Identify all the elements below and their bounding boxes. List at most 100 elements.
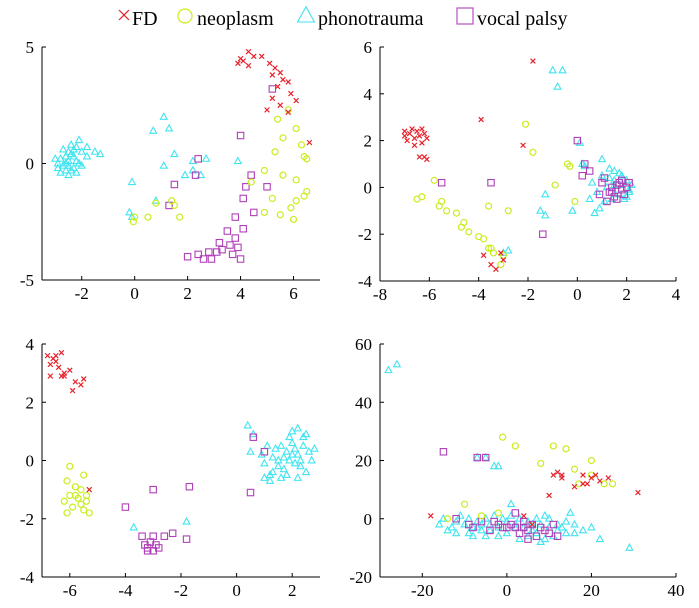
point-fd (559, 472, 565, 478)
point-phonotrauma (307, 455, 316, 464)
point-fd (245, 62, 252, 69)
series-fd (427, 469, 641, 528)
point-neoplasm (260, 166, 268, 175)
point-phonotrauma (72, 168, 81, 176)
point-phonotrauma (468, 531, 478, 540)
series-neoplasm (444, 433, 617, 523)
point-phonotrauma (77, 147, 87, 155)
legend-item-neoplasm: neoplasm (177, 8, 274, 30)
point-phonotrauma (587, 177, 597, 186)
point-neoplasm (475, 232, 483, 241)
point-fd (86, 486, 93, 493)
point-vocal-palsy (263, 183, 271, 191)
x-tick-label: 2 (183, 284, 192, 303)
point-vocal-palsy (239, 194, 247, 203)
point-phonotrauma (66, 149, 76, 158)
point-vocal-palsy (608, 188, 616, 196)
x-tick-label: -6 (63, 581, 77, 600)
x-tick-label: 0 (503, 581, 512, 600)
point-vocal-palsy (168, 529, 177, 538)
point-phonotrauma (384, 365, 393, 374)
point-vocal-palsy (439, 448, 448, 456)
point-neoplasm (170, 201, 178, 210)
point-fd (424, 156, 430, 163)
x-tick-label: -4 (118, 581, 133, 600)
point-phonotrauma (595, 203, 604, 212)
point-neoplasm (176, 213, 184, 221)
point-phonotrauma (614, 168, 624, 177)
point-vocal-palsy (212, 248, 221, 256)
point-phonotrauma (595, 534, 605, 543)
legend-item-fd: FD (118, 8, 158, 30)
point-phonotrauma (296, 461, 305, 470)
point-vocal-palsy (603, 197, 611, 206)
point-phonotrauma (392, 359, 402, 368)
point-vocal-palsy (215, 238, 224, 247)
legend-marker-shape-phonotrauma (296, 5, 316, 23)
point-vocal-palsy (239, 224, 247, 233)
y-tick-label: 2 (364, 132, 373, 151)
point-phonotrauma (69, 151, 79, 160)
point-neoplasm (413, 195, 421, 203)
point-phonotrauma (260, 458, 269, 467)
x-tick-label: 4 (236, 284, 245, 303)
point-fd (520, 142, 526, 149)
y-tick-label: -20 (349, 568, 372, 587)
point-vocal-palsy (615, 178, 624, 187)
series-fd (44, 349, 93, 493)
point-neoplasm (77, 500, 85, 508)
point-fd (69, 387, 76, 394)
point-phonotrauma (472, 452, 482, 461)
point-neoplasm (292, 124, 300, 133)
legend-marker-neoplasm (177, 8, 193, 24)
point-neoplasm (276, 211, 284, 219)
point-phonotrauma (296, 455, 305, 464)
point-fd (66, 367, 73, 374)
scatter-panel-2: -8 -6 -4 -2 0 2 4 -4 -2 0 2 4 6 (358, 38, 681, 304)
point-neoplasm (608, 480, 617, 488)
point-phonotrauma (464, 528, 474, 537)
point-neoplasm (587, 456, 596, 465)
point-fd (406, 130, 413, 137)
point-fd (240, 58, 247, 64)
point-neoplasm (260, 208, 268, 217)
point-phonotrauma (477, 519, 486, 528)
point-phonotrauma (575, 138, 585, 146)
y-tick-label: 0 (364, 178, 373, 197)
point-neoplasm (80, 506, 88, 514)
point-phonotrauma (527, 525, 537, 534)
point-vocal-palsy (520, 517, 528, 526)
series-phonotrauma (50, 112, 243, 221)
legend-marker-phonotrauma (296, 5, 316, 23)
point-fd (605, 475, 612, 481)
point-fd (546, 492, 552, 499)
point-phonotrauma (460, 519, 469, 528)
point-phonotrauma (489, 461, 499, 470)
point-fd (571, 483, 578, 490)
point-phonotrauma (578, 525, 588, 534)
point-fd (269, 72, 276, 78)
point-phonotrauma (82, 151, 92, 160)
point-phonotrauma (56, 168, 65, 176)
point-neoplasm (289, 215, 298, 224)
point-vocal-palsy (585, 167, 594, 175)
point-phonotrauma (233, 156, 243, 165)
point-fd (250, 53, 257, 60)
point-vocal-palsy (532, 532, 541, 540)
point-phonotrauma (260, 473, 269, 481)
point-phonotrauma (53, 163, 63, 172)
point-vocal-palsy (191, 171, 200, 179)
point-phonotrauma (268, 467, 278, 476)
point-phonotrauma (82, 142, 92, 151)
point-phonotrauma (481, 452, 491, 461)
point-neoplasm (477, 512, 486, 520)
point-phonotrauma (536, 537, 545, 546)
legend-marker-shape-neoplasm (177, 8, 193, 24)
point-phonotrauma (472, 522, 482, 531)
point-vocal-palsy (553, 532, 562, 540)
y-tick-label: -4 (20, 568, 35, 587)
point-phonotrauma (274, 461, 283, 470)
point-neoplasm (144, 213, 152, 221)
point-phonotrauma (293, 423, 303, 432)
point-vocal-palsy (185, 482, 194, 491)
